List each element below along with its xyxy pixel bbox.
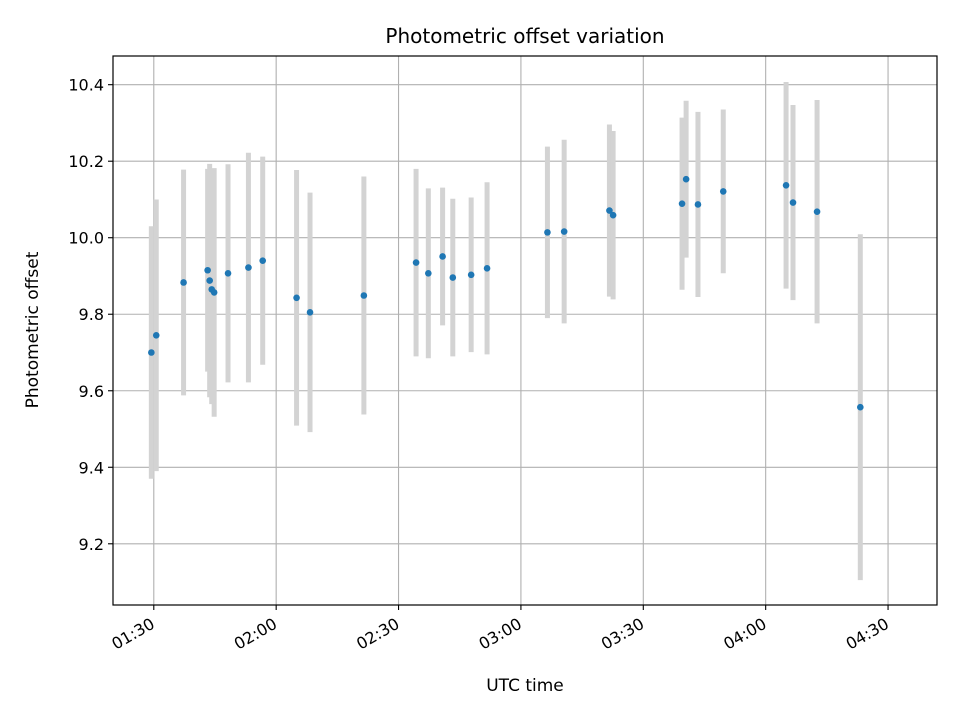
data-point: [813, 208, 821, 216]
data-points: [148, 175, 864, 411]
data-point: [782, 182, 790, 189]
y-axis-ticks: 9.2 9.4 9.6 9.8 10.0 10.2 10.4: [68, 76, 113, 554]
data-point: [245, 264, 252, 271]
x-axis-label: UTC time: [486, 676, 564, 696]
data-point: [206, 277, 213, 284]
y-axis-label: Photometric offset: [23, 251, 43, 408]
data-point: [152, 331, 160, 339]
y-tick-label: 10.4: [68, 76, 104, 95]
data-point: [210, 289, 218, 296]
chart-title: Photometric offset variation: [385, 24, 664, 48]
grid-lines: [113, 56, 937, 605]
data-point: [467, 271, 475, 279]
data-point: [412, 259, 420, 266]
data-point: [180, 279, 187, 286]
data-point: [224, 270, 232, 277]
data-point: [483, 265, 491, 272]
data-point: [293, 294, 300, 302]
data-point: [204, 266, 211, 274]
data-point: [449, 274, 457, 281]
data-point: [306, 309, 314, 316]
data-point: [857, 403, 864, 411]
data-point: [789, 199, 797, 206]
data-point: [439, 253, 446, 260]
data-point: [606, 207, 613, 214]
data-point: [360, 292, 368, 299]
data-point: [148, 349, 155, 356]
data-point: [694, 201, 702, 208]
data-point: [544, 229, 551, 236]
y-tick-label: 9.8: [79, 305, 104, 324]
y-tick-label: 9.6: [79, 382, 104, 401]
y-tick-label: 9.4: [79, 458, 104, 477]
data-point: [259, 257, 267, 264]
data-point: [678, 200, 686, 207]
data-point: [560, 228, 568, 235]
y-tick-label: 10.0: [68, 229, 104, 248]
data-point: [719, 188, 727, 195]
y-tick-label: 10.2: [68, 152, 104, 171]
data-point: [609, 211, 617, 219]
data-point: [682, 175, 690, 183]
y-tick-label: 9.2: [79, 535, 104, 554]
data-point: [425, 270, 432, 277]
plot-frame: [112, 55, 938, 606]
